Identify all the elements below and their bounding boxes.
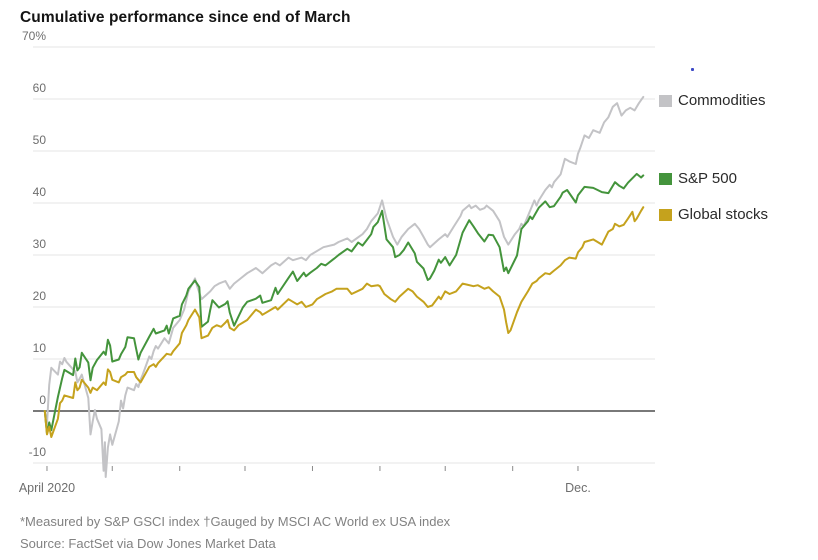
series-line-commodities bbox=[43, 95, 645, 478]
legend-label-commodities: Commodities bbox=[678, 92, 766, 109]
legend-swatch-commodities-icon bbox=[659, 94, 672, 107]
legend-label-global-stocks: Global stocks bbox=[678, 206, 769, 223]
stray-cursor-dot bbox=[691, 68, 694, 71]
footnote-measurement: *Measured by S&P GSCI index †Gauged by M… bbox=[20, 514, 451, 529]
footnote-source: Source: FactSet via Dow Jones Market Dat… bbox=[20, 536, 276, 551]
legend-item-commodities: Commodities bbox=[659, 92, 766, 109]
chart-title: Cumulative performance since end of Marc… bbox=[20, 9, 351, 26]
series-line-sp500 bbox=[43, 172, 645, 435]
legend-item-global-stocks: Global stocks bbox=[659, 206, 768, 223]
series-line-global-stocks bbox=[43, 206, 645, 438]
legend-swatch-sp500-icon bbox=[659, 172, 672, 185]
legend-item-sp500: S&P 500 bbox=[659, 170, 737, 187]
legend-label-sp500: S&P 500 bbox=[678, 170, 737, 187]
legend-swatch-global-stocks-icon bbox=[659, 208, 672, 221]
